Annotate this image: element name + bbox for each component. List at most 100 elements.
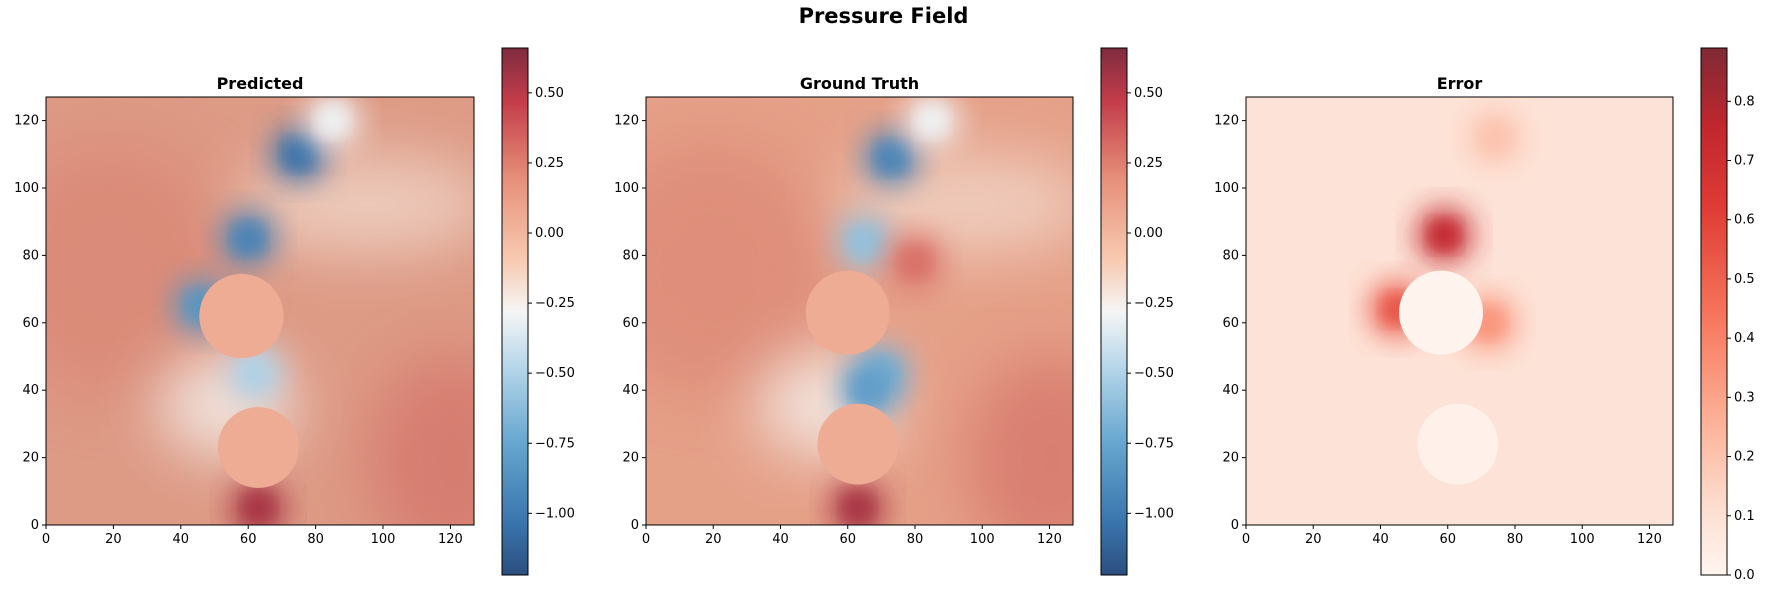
axes-frame: [1245, 96, 1674, 526]
x-tick-label: 60: [240, 532, 257, 547]
colorbar-tick-label: 0.00: [1134, 226, 1163, 241]
cylinder-2: [1417, 403, 1499, 485]
field-feature-core-2: [851, 228, 878, 256]
x-tick-label: 80: [907, 532, 924, 547]
field-feature-core-1: [285, 140, 313, 168]
axes-frame: [45, 96, 475, 526]
y-tick-label: 40: [1222, 383, 1239, 398]
colorbar-tick-label: 0.25: [535, 156, 564, 171]
cylinder-2: [217, 407, 299, 488]
colorbar-tick-label: −0.25: [1134, 296, 1174, 311]
y-tick-label: 20: [622, 451, 639, 466]
y-tick-label: 100: [614, 181, 639, 196]
y-tick-label: 0: [31, 518, 39, 533]
subplot-2: Ground Truth 0 20 40 60 80 100 120 0 20 40 60 80 100 1…: [614, 47, 1174, 576]
y-tick-label: 80: [22, 248, 39, 263]
y-tick-label: 20: [1222, 451, 1239, 466]
y-tick-label: 40: [22, 383, 39, 398]
colorbar-tick-label: 0.50: [1134, 86, 1163, 101]
colorbar-tick-label: 0.5: [1734, 272, 1755, 287]
field-feature-core-2: [234, 225, 262, 253]
y-tick-label: 0: [631, 518, 639, 533]
colorbar-tick-label: 0.6: [1734, 213, 1755, 228]
cylinder-2: [817, 403, 899, 485]
colorbar: [501, 47, 529, 576]
x-tick-label: 100: [371, 532, 396, 547]
field-feature-core-7: [918, 107, 946, 135]
y-tick-label: 100: [14, 181, 39, 196]
field-feature-core-1: [1430, 221, 1458, 249]
colorbar-tick-label: 0.50: [535, 86, 564, 101]
colorbar-tick-label: 0.3: [1734, 390, 1755, 405]
subplot-title: Ground Truth: [800, 74, 919, 93]
colorbar-tick-label: −0.75: [1134, 436, 1174, 451]
colorbar-tick-label: 0.2: [1734, 450, 1755, 465]
x-tick-label: 0: [42, 532, 50, 547]
field-feature-core-5: [244, 494, 272, 522]
colorbar-tick-label: 0.4: [1734, 331, 1755, 346]
y-tick-label: 80: [622, 248, 639, 263]
y-tick-label: 120: [614, 114, 639, 129]
field-feature-core-6: [901, 248, 929, 276]
colorbar-tick-label: 0.7: [1734, 154, 1755, 169]
colorbar-tick-label: −0.25: [535, 296, 575, 311]
x-tick-label: 60: [1439, 532, 1456, 547]
colorbar: [1100, 47, 1128, 576]
y-tick-label: 120: [14, 114, 39, 129]
colorbar-tick-label: −0.75: [535, 436, 575, 451]
shading-blob: [46, 139, 231, 397]
field-feature-core-4: [241, 359, 269, 387]
heatmap-field: [46, 97, 474, 525]
colorbar-tick-label: 0.0: [1734, 568, 1755, 583]
x-tick-label: 40: [1372, 532, 1389, 547]
cylinder-1: [1398, 270, 1484, 355]
x-tick-label: 0: [1242, 532, 1250, 547]
colorbar: [1700, 47, 1728, 576]
cylinder-1: [199, 273, 284, 359]
x-tick-label: 40: [173, 532, 190, 547]
shading-blob: [367, 353, 474, 525]
y-tick-label: 100: [1214, 181, 1239, 196]
y-tick-label: 40: [622, 383, 639, 398]
colorbar-tick-label: 0.00: [535, 226, 564, 241]
shading-blob: [966, 353, 1073, 525]
subplot-title: Predicted: [217, 74, 304, 93]
x-tick-label: 120: [438, 532, 463, 547]
subplot-1: Predicted 0 20 40 60 80 100 120 0 20 40 60 80 100 120 0…: [14, 47, 575, 576]
x-tick-label: 0: [642, 532, 650, 547]
field-feature-core-5: [844, 494, 872, 522]
x-tick-label: 20: [105, 532, 122, 547]
x-tick-label: 40: [772, 532, 789, 547]
y-tick-label: 60: [622, 316, 639, 331]
x-tick-label: 80: [307, 532, 324, 547]
x-tick-label: 60: [839, 532, 856, 547]
figure-title: Pressure Field: [798, 4, 969, 28]
y-tick-label: 60: [1222, 316, 1239, 331]
field-feature-core-4: [854, 376, 882, 404]
cylinder-1: [805, 270, 890, 355]
colorbar-tick-label: 0.25: [1134, 156, 1163, 171]
y-tick-label: 80: [1222, 248, 1239, 263]
x-tick-label: 20: [1305, 532, 1322, 547]
axes-frame: [645, 96, 1074, 526]
x-tick-label: 100: [1570, 532, 1595, 547]
heatmap-field: [1246, 97, 1673, 525]
y-tick-label: 0: [1231, 518, 1239, 533]
field-feature-core-1: [877, 144, 905, 172]
heatmap-field: [646, 97, 1073, 525]
colorbar-tick-label: −1.00: [1134, 506, 1174, 521]
shading-blob: [646, 139, 830, 397]
colorbar-tick-label: 0.1: [1734, 509, 1755, 524]
colorbar-tick-label: −0.50: [1134, 366, 1174, 381]
y-tick-label: 60: [22, 316, 39, 331]
subplot-3: Error 0 20 40 60 80 100 120 0 20 40 60 80 100 120 0.8 0.…: [1214, 47, 1755, 583]
x-tick-label: 120: [1637, 532, 1662, 547]
x-tick-label: 80: [1507, 532, 1524, 547]
field-feature-core-6: [318, 107, 346, 135]
y-tick-label: 120: [1214, 114, 1239, 129]
y-tick-label: 20: [22, 451, 39, 466]
colorbar-tick-label: 0.8: [1734, 94, 1755, 109]
subplot-title: Error: [1437, 74, 1483, 93]
x-tick-label: 100: [970, 532, 995, 547]
